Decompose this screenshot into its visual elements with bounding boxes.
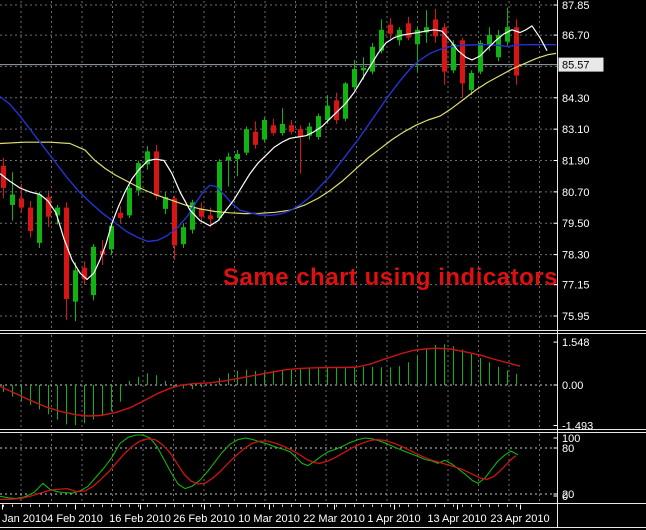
price-axis[interactable]: 87.85 86.70 84.30 83.10 81.90 80.70 79.50 78.30… xyxy=(553,0,590,323)
svg-text:4 Feb 2010: 4 Feb 2010 xyxy=(47,513,103,525)
svg-text:83.10: 83.10 xyxy=(562,124,590,136)
ma-white-line xyxy=(0,25,548,280)
svg-text:80.70: 80.70 xyxy=(562,187,590,199)
svg-text:22 Mar 2010: 22 Mar 2010 xyxy=(303,513,365,525)
ma-yellow-line xyxy=(0,52,557,215)
svg-text:1 Apr 2010: 1 Apr 2010 xyxy=(367,513,420,525)
macd-histogram xyxy=(3,344,517,426)
svg-text:0: 0 xyxy=(562,491,568,503)
svg-text:20: 20 xyxy=(562,489,574,501)
svg-text:26 Feb 2010: 26 Feb 2010 xyxy=(173,513,235,525)
date-axis[interactable]: Jan 2010 4 Feb 2010 16 Feb 2010 26 Feb 2010… xyxy=(2,504,550,526)
svg-text:84.30: 84.30 xyxy=(562,93,590,105)
svg-text:1.548: 1.548 xyxy=(562,337,590,349)
svg-text:77.15: 77.15 xyxy=(562,280,590,292)
svg-text:79.50: 79.50 xyxy=(562,218,590,230)
ma-blue-line xyxy=(0,44,556,243)
svg-text:16 Feb 2010: 16 Feb 2010 xyxy=(109,513,171,525)
svg-text:86.70: 86.70 xyxy=(562,30,590,42)
current-price-tag: 85.57 xyxy=(558,57,604,72)
svg-text:13 Apr 2010: 13 Apr 2010 xyxy=(427,513,486,525)
svg-text:-1.493: -1.493 xyxy=(562,421,593,433)
svg-text:Jan 2010: Jan 2010 xyxy=(2,513,47,525)
macd-axis: 1.548 0.00 -1.493 xyxy=(553,337,593,433)
svg-text:0.00: 0.00 xyxy=(562,380,583,392)
annotation-text: Same chart using indicators xyxy=(223,264,558,291)
macd-signal-line xyxy=(0,347,521,417)
grid-layer xyxy=(0,1,558,502)
svg-text:80: 80 xyxy=(562,443,574,455)
svg-text:100: 100 xyxy=(562,433,580,445)
svg-text:75.95: 75.95 xyxy=(562,311,590,323)
svg-text:23 Apr 2010: 23 Apr 2010 xyxy=(490,513,549,525)
svg-text:81.90: 81.90 xyxy=(562,156,590,168)
svg-text:78.30: 78.30 xyxy=(562,250,590,262)
stochastic-d-line xyxy=(0,438,517,501)
svg-text:87.85: 87.85 xyxy=(562,0,590,12)
svg-text:10 Mar 2010: 10 Mar 2010 xyxy=(238,513,300,525)
svg-text:85.57: 85.57 xyxy=(562,60,590,72)
